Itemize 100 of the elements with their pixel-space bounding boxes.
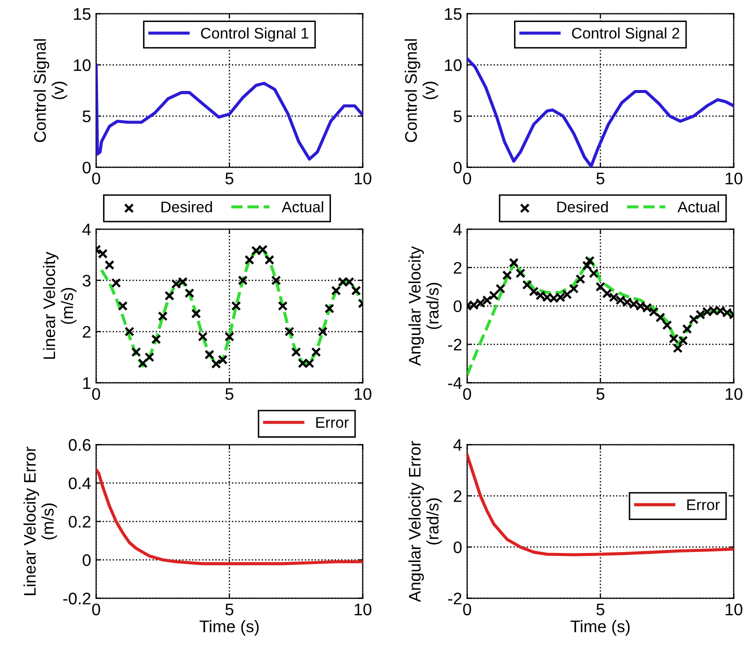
legend-label: Actual [282,201,324,212]
y-tick-label: -0.2 [63,592,90,604]
point [568,284,579,294]
legend-label: Desired [162,201,212,212]
y-tick-label: -2 [448,338,462,350]
point [164,290,174,301]
x-tick-label: 5 [225,172,234,184]
point [508,258,519,268]
point [191,308,202,319]
point [158,311,168,322]
point [131,347,142,357]
x-tick-label: 0 [463,388,472,400]
y-tick-label: 15 [444,8,462,20]
y-tick-label: 4 [82,224,91,236]
y-axis-title: Linear Velocity (m/s) [42,252,76,359]
point [584,256,595,266]
point [496,284,506,294]
point [324,304,334,314]
y-tick-label: 5 [82,110,91,122]
point [488,290,499,300]
point [184,288,194,298]
y-tick-label: 0.4 [68,477,91,490]
y-axis-title: Control Signal (v) [34,39,68,142]
point [588,268,599,278]
x-tick-label: 5 [596,172,604,184]
point [576,274,586,284]
point [311,347,321,357]
x-tick-label: 5 [225,388,234,400]
point [351,286,361,296]
line-series [100,248,363,368]
y-axis-title: Control Signal (v) [404,39,438,142]
legend-label: Error [687,500,720,510]
point [502,270,512,280]
y-tick-label: 0.6 [68,439,91,451]
point [98,248,108,259]
y-tick-label: 0 [82,162,91,174]
point [198,332,208,342]
point [672,343,683,354]
legend-label: Control Signal 1 [201,27,308,42]
point [291,347,301,357]
point [596,282,606,292]
legend-label: Control Signal 2 [572,27,680,42]
y-tick-label: 5 [454,110,462,122]
x-tick-label: 10 [354,172,372,184]
y-tick-label: -2 [448,592,462,604]
y-tick-label: 1 [83,377,90,389]
point [124,326,134,336]
y-tick-label: 0.2 [68,516,90,528]
point [662,320,672,330]
legend-label: Error [316,417,349,428]
x-axis-title: Time (s) [200,620,259,636]
point [138,358,148,368]
x-tick-label: 10 [726,604,742,616]
point [204,350,214,360]
point [284,326,294,336]
y-tick-label: 10 [74,59,91,72]
point [231,301,242,311]
x-tick-label: 0 [92,388,100,400]
x-axis-title: Time (s) [570,620,630,636]
y-axis-title: Linear Velocity Error (m/s) [24,446,57,596]
point [522,280,532,290]
y-tick-label: 0 [454,300,462,312]
point [111,278,122,288]
y-axis-title: Angular Velocity Error (rad/s) [408,441,442,602]
x-tick-label: 0 [463,172,472,184]
point [656,312,666,322]
x-tick-label: 0 [92,604,100,616]
point [331,286,341,296]
x-tick-label: 10 [726,388,742,400]
y-tick-label: 0 [454,541,462,554]
point [582,260,592,271]
point [118,301,128,311]
x-tick-label: 10 [354,604,372,616]
y-tick-label: 2 [82,326,90,338]
point [318,326,328,336]
point [244,254,254,265]
point [264,254,274,265]
y-tick-label: 15 [74,8,91,20]
y-tick-label: 2 [454,490,462,502]
y-tick-label: 3 [82,274,91,287]
y-tick-label: 0 [454,162,462,174]
y-tick-label: 0 [82,554,91,566]
point [151,334,162,344]
x-tick-label: 5 [225,604,234,616]
x-tick-label: 10 [726,172,742,184]
point [688,314,699,324]
line-series [96,63,363,161]
point [682,324,692,334]
y-tick-label: 2 [454,262,462,274]
legend-label: Desired [557,201,608,212]
line-series [96,468,363,566]
point [144,352,154,362]
point [278,301,288,311]
y-axis-title: Angular Velocity (rad/s) [408,246,442,366]
line-series [467,257,734,377]
x-tick-label: 0 [463,604,472,616]
point [238,275,248,286]
point [224,332,234,342]
x-tick-label: 5 [596,388,604,400]
point [516,268,526,278]
